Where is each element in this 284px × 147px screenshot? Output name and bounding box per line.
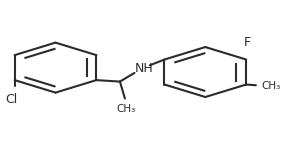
Text: F: F (244, 36, 251, 49)
Text: CH₃: CH₃ (262, 81, 281, 91)
Text: Cl: Cl (6, 93, 18, 106)
Text: NH: NH (135, 62, 154, 75)
Text: CH₃: CH₃ (117, 104, 136, 114)
